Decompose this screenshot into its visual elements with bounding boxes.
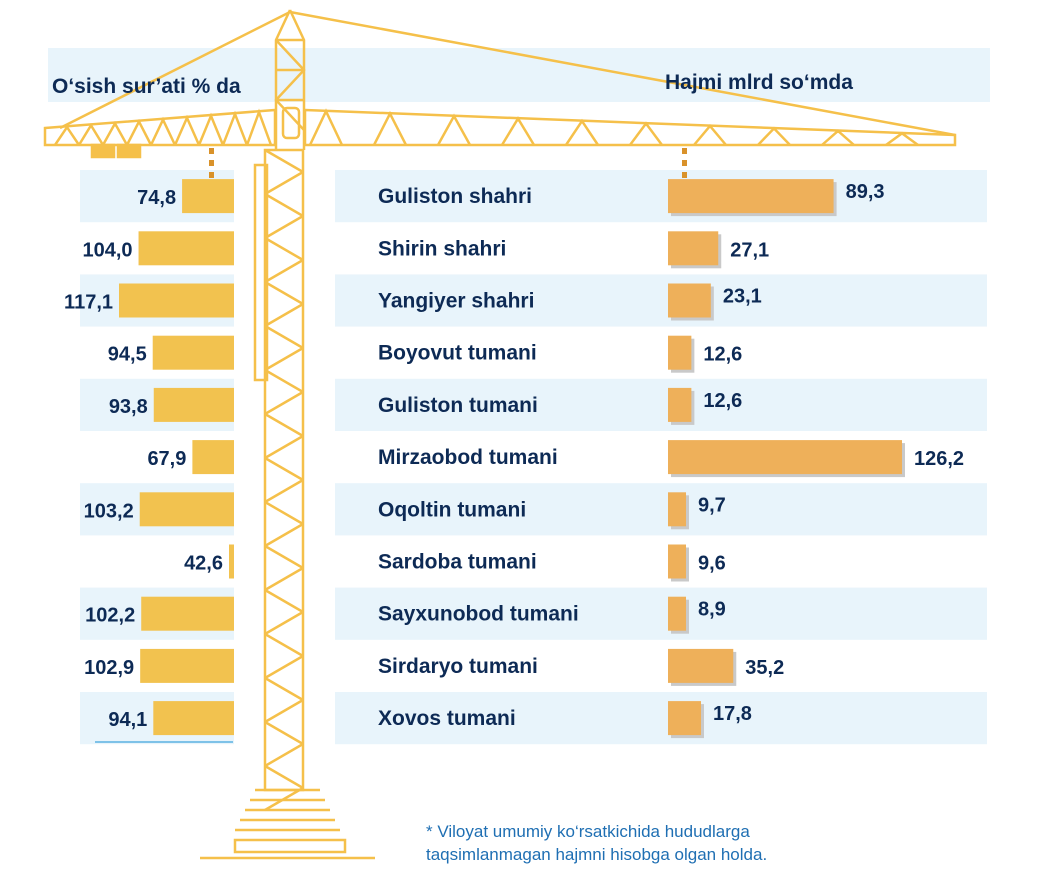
right-chart-title: Hajmi mlrd so‘mda (665, 71, 853, 94)
crane-illustration (43, 9, 957, 860)
growth-value-label: 94,5 (108, 344, 147, 366)
footnote-line-1: * Viloyat umumiy ko‘rsatkichida hududlar… (426, 822, 750, 841)
volume-value-label: 23,1 (723, 286, 762, 308)
stripe-right (335, 170, 987, 223)
district-label: Yangiyer shahri (378, 290, 534, 313)
stripe-right (335, 274, 987, 327)
growth-value-label: 74,8 (137, 187, 176, 209)
growth-bar (152, 335, 234, 370)
volume-value-label: 9,7 (698, 494, 726, 516)
growth-bar (153, 387, 234, 422)
volume-bar (668, 492, 686, 527)
volume-bar (668, 283, 711, 318)
volume-bar (668, 648, 734, 683)
footnote: * Viloyat umumiy ko‘rsatkichida hududlar… (426, 820, 886, 866)
district-label: Sayxunobod tumani (378, 603, 579, 626)
growth-bar (141, 596, 234, 631)
district-label: Boyovut tumani (378, 342, 537, 365)
volume-chart: 89,3 27,1 23,1 12,6 12,6 126,2 9,7 9,6 8,9 35,2 17… (668, 179, 964, 739)
growth-bar (153, 701, 234, 736)
volume-bar (668, 596, 686, 631)
growth-value-label: 103,2 (84, 500, 134, 522)
growth-value-label: 102,9 (84, 657, 134, 679)
growth-value-label: 94,1 (108, 709, 147, 731)
growth-value-label: 102,2 (85, 605, 135, 627)
district-label: Shirin shahri (378, 237, 506, 260)
stripe-right (335, 483, 987, 536)
growth-value-label: 42,6 (184, 553, 223, 575)
volume-bar (668, 387, 692, 422)
left-chart-title: O‘sish sur’ati % da (52, 75, 241, 98)
footnote-line-2: taqsimlanmagan hajmni hisobga olgan hold… (426, 845, 768, 864)
district-label: Sirdaryo tumani (378, 655, 538, 678)
district-labels: Guliston shahri Shirin shahri Yangiyer sha… (378, 185, 579, 730)
district-label: Oqoltin tumani (378, 498, 526, 521)
district-label: Sardoba tumani (378, 551, 537, 574)
volume-value-label: 8,9 (698, 599, 726, 621)
row-stripes (80, 170, 987, 745)
volume-bar (668, 179, 834, 214)
growth-bar (119, 283, 234, 318)
header-band (48, 48, 990, 102)
district-label: Guliston tumani (378, 394, 538, 417)
district-label: Guliston shahri (378, 185, 532, 208)
growth-bar (229, 544, 234, 579)
growth-value-label: 117,1 (64, 292, 113, 314)
stripe-right (335, 692, 987, 745)
hook-dashes (209, 148, 687, 178)
growth-bar (140, 648, 234, 683)
volume-value-label: 126,2 (914, 448, 964, 470)
growth-rate-chart: 74,8 104,0 117,1 94,5 93,8 67,9 103,2 42,6 102,2… (64, 179, 234, 736)
district-label: Mirzaobod tumani (378, 446, 558, 469)
volume-value-label: 35,2 (745, 657, 784, 679)
volume-bar (668, 335, 692, 370)
volume-bar (668, 701, 702, 736)
volume-value-label: 89,3 (846, 181, 885, 203)
growth-value-label: 104,0 (82, 239, 132, 261)
volume-bar (668, 544, 686, 579)
volume-value-label: 17,8 (713, 703, 752, 725)
volume-value-label: 12,6 (703, 390, 742, 412)
volume-value-label: 12,6 (703, 344, 742, 366)
volume-value-label: 9,6 (698, 553, 726, 575)
stripe-right (335, 587, 987, 640)
growth-bar (182, 179, 234, 214)
volume-bar (668, 231, 719, 266)
district-label: Xovos tumani (378, 707, 516, 730)
growth-value-label: 67,9 (147, 448, 186, 470)
growth-bar (138, 231, 234, 266)
growth-bar (139, 492, 234, 527)
stripe-right (335, 378, 987, 431)
volume-value-label: 27,1 (730, 239, 769, 261)
growth-bar (192, 440, 234, 475)
growth-value-label: 93,8 (109, 396, 148, 418)
volume-bar (668, 440, 902, 475)
